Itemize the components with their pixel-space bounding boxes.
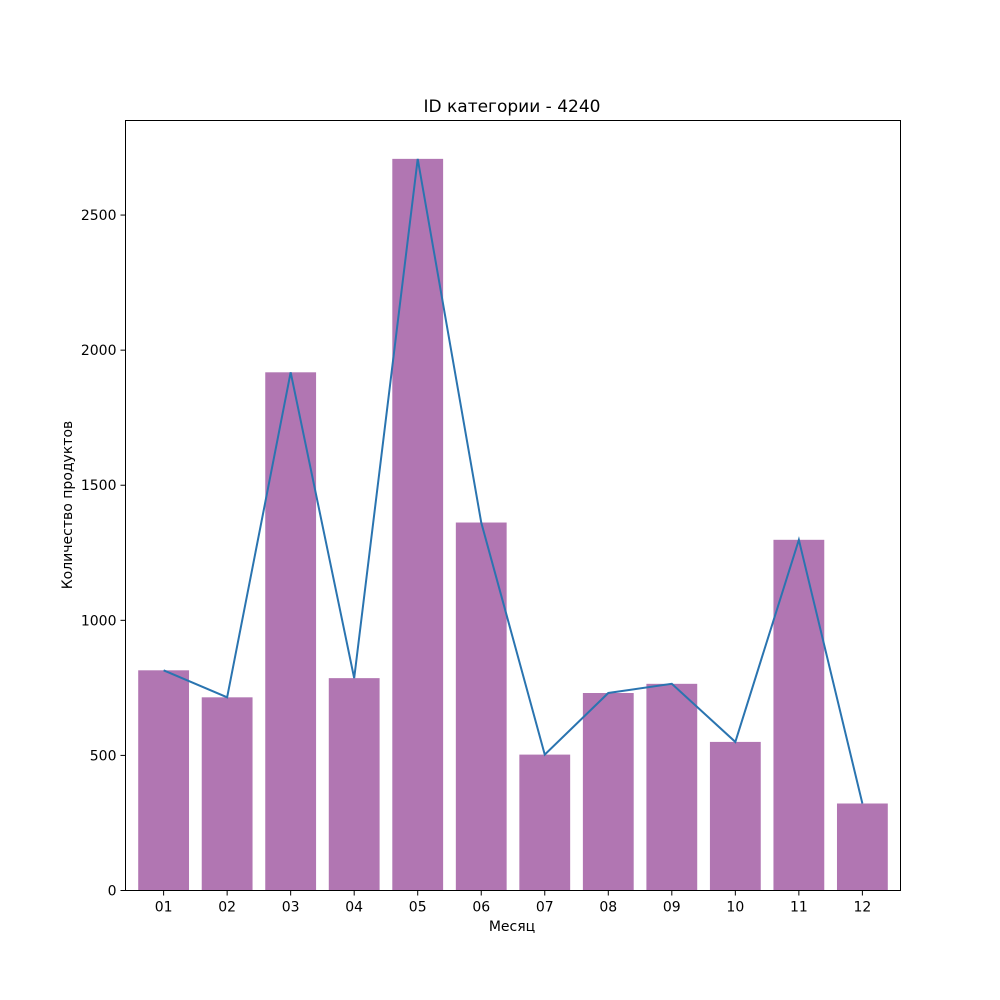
bar-02 [201,697,253,891]
x-tick-label-11: 11 [790,900,808,916]
x-tick-label-10: 10 [726,900,744,916]
chart-title: ID категории - 4240 [424,97,601,117]
bar-10 [709,741,761,891]
x-tick-label-02: 02 [218,900,236,916]
x-axis: 01 02 03 04 05 06 07 08 09 10 11 12 [155,890,871,916]
y-axis: 0 500 1000 1500 2000 2500 [81,208,126,900]
bar-04 [328,678,380,891]
y-tick-label-2500: 2500 [81,208,117,224]
bar-03 [265,372,317,891]
x-tick-label-04: 04 [345,900,363,916]
bar-09 [646,683,698,891]
x-tick-label-06: 06 [472,900,490,916]
bar-05 [392,158,444,891]
bar-11 [773,539,825,891]
bar-08 [582,693,634,891]
y-tick-label-500: 500 [90,748,117,764]
y-tick-label-1500: 1500 [81,478,117,494]
y-tick-label-0: 0 [108,884,117,900]
bar-12 [836,803,888,891]
y-tick-label-1000: 1000 [81,613,117,629]
x-tick-label-01: 01 [155,900,173,916]
x-tick-label-12: 12 [853,900,871,916]
y-axis-label: Количество продуктов [60,421,76,590]
bar-07 [519,754,571,891]
y-tick-label-2000: 2000 [81,343,117,359]
x-tick-label-09: 09 [663,900,681,916]
trend-line [163,158,864,804]
bar-06 [455,522,507,891]
bar-01 [138,670,190,891]
x-tick-label-07: 07 [536,900,554,916]
x-tick-label-03: 03 [282,900,300,916]
x-axis-label: Месяц [489,919,535,935]
x-tick-label-08: 08 [599,900,617,916]
x-tick-label-05: 05 [409,900,427,916]
plot-frame [125,120,901,891]
